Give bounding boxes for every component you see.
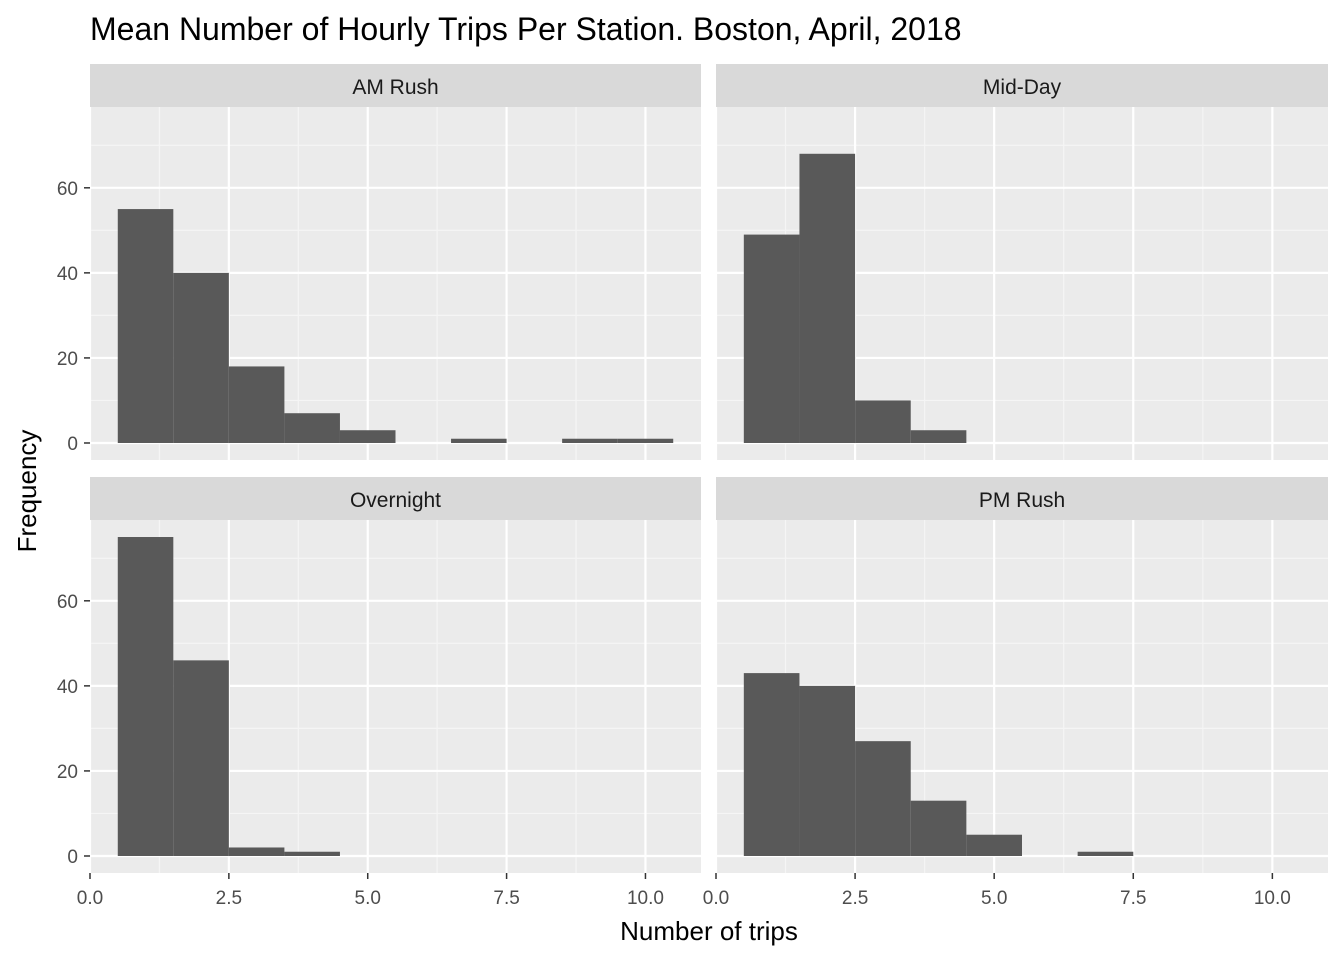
histogram-bar [617, 438, 674, 443]
panel-pm-rush: PM Rush 0.0 2.5 5.0 7.5 10.0 [703, 477, 1328, 909]
facet-strip-label: PM Rush [979, 489, 1065, 512]
x-tick-label: 2.5 [842, 888, 868, 909]
histogram-bar [966, 834, 1022, 856]
histogram-bar [1077, 851, 1134, 856]
x-tick-label: 2.5 [216, 888, 242, 909]
histogram-bar [910, 430, 967, 443]
facet-strip [716, 477, 1328, 520]
histogram-bar [855, 741, 911, 856]
y-axis-title: Frequency [12, 430, 42, 553]
histogram-bar [117, 537, 174, 856]
facet-strip [90, 64, 701, 107]
histogram-bar [855, 400, 911, 443]
histogram-bar [799, 685, 856, 856]
histogram-bar [228, 366, 285, 443]
x-tick-label: 5.0 [981, 888, 1007, 909]
histogram-bar [562, 438, 618, 443]
x-tick-label: 5.0 [355, 888, 381, 909]
chart-title: Mean Number of Hourly Trips Per Station.… [90, 11, 962, 47]
histogram-bar [339, 430, 396, 443]
y-tick-label: 20 [57, 349, 78, 370]
x-axis-title: Number of trips [620, 916, 798, 946]
histogram-bar [743, 234, 800, 443]
x-tick-label: 10.0 [627, 888, 664, 909]
y-tick-label: 40 [57, 677, 78, 698]
histogram-bar [284, 851, 340, 856]
facet-strip-label: AM Rush [352, 76, 438, 99]
histogram-bar [117, 209, 174, 443]
facet-strip-label: Overnight [350, 489, 441, 512]
x-tick-label: 0.0 [77, 888, 103, 909]
facet-strip [90, 477, 701, 520]
facet-panels: AM Rush 0 20 40 60 Mid-Day Overnight 0 20 40 60 0.0… [57, 64, 1328, 909]
histogram-bar [799, 153, 856, 443]
histogram-bar [743, 673, 800, 856]
y-tick-label: 0 [67, 434, 78, 455]
x-tick-label: 7.5 [1120, 888, 1146, 909]
y-tick-label: 20 [57, 762, 78, 783]
y-tick-label: 40 [57, 264, 78, 285]
panel-mid-day: Mid-Day [714, 64, 1328, 460]
y-tick-label: 60 [57, 179, 78, 200]
y-tick-label: 0 [67, 847, 78, 868]
panel-am-rush: AM Rush 0 20 40 60 [57, 64, 701, 460]
x-tick-label: 7.5 [493, 888, 519, 909]
x-tick-label: 10.0 [1254, 888, 1291, 909]
histogram-bar [451, 438, 507, 443]
panel-overnight: Overnight 0 20 40 60 0.0 2.5 5.0 7.5 10.0 [57, 477, 701, 909]
histogram-bar [284, 413, 340, 443]
histogram-bar [173, 660, 229, 856]
x-tick-label: 0.0 [703, 888, 729, 909]
y-tick-label: 60 [57, 592, 78, 613]
histogram-bar [173, 272, 229, 443]
facet-strip-label: Mid-Day [983, 76, 1062, 99]
facet-strip [716, 64, 1328, 107]
histogram-bar [228, 847, 285, 856]
histogram-bar [910, 800, 967, 856]
